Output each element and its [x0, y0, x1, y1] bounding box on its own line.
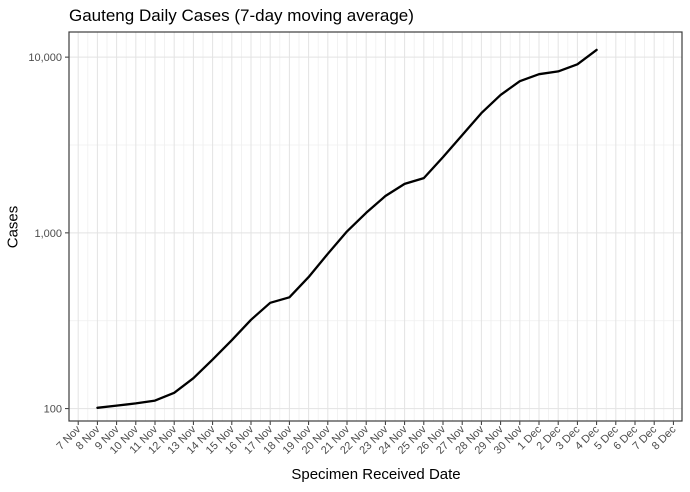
- grid-minor: [69, 32, 682, 421]
- y-tick-label: 1,000: [34, 228, 62, 240]
- axis-ticks: [65, 56, 674, 425]
- y-tick-label: 100: [44, 404, 62, 416]
- cases-line: [96, 48, 598, 409]
- y-tick-label: 10,000: [28, 52, 62, 64]
- grid-major: [69, 32, 682, 421]
- panel-border: [68, 31, 683, 422]
- y-tick-labels: 100 1,000 10,000: [28, 52, 62, 416]
- chart-title: Gauteng Daily Cases (7-day moving averag…: [69, 6, 414, 25]
- x-axis-title: Specimen Received Date: [291, 466, 461, 483]
